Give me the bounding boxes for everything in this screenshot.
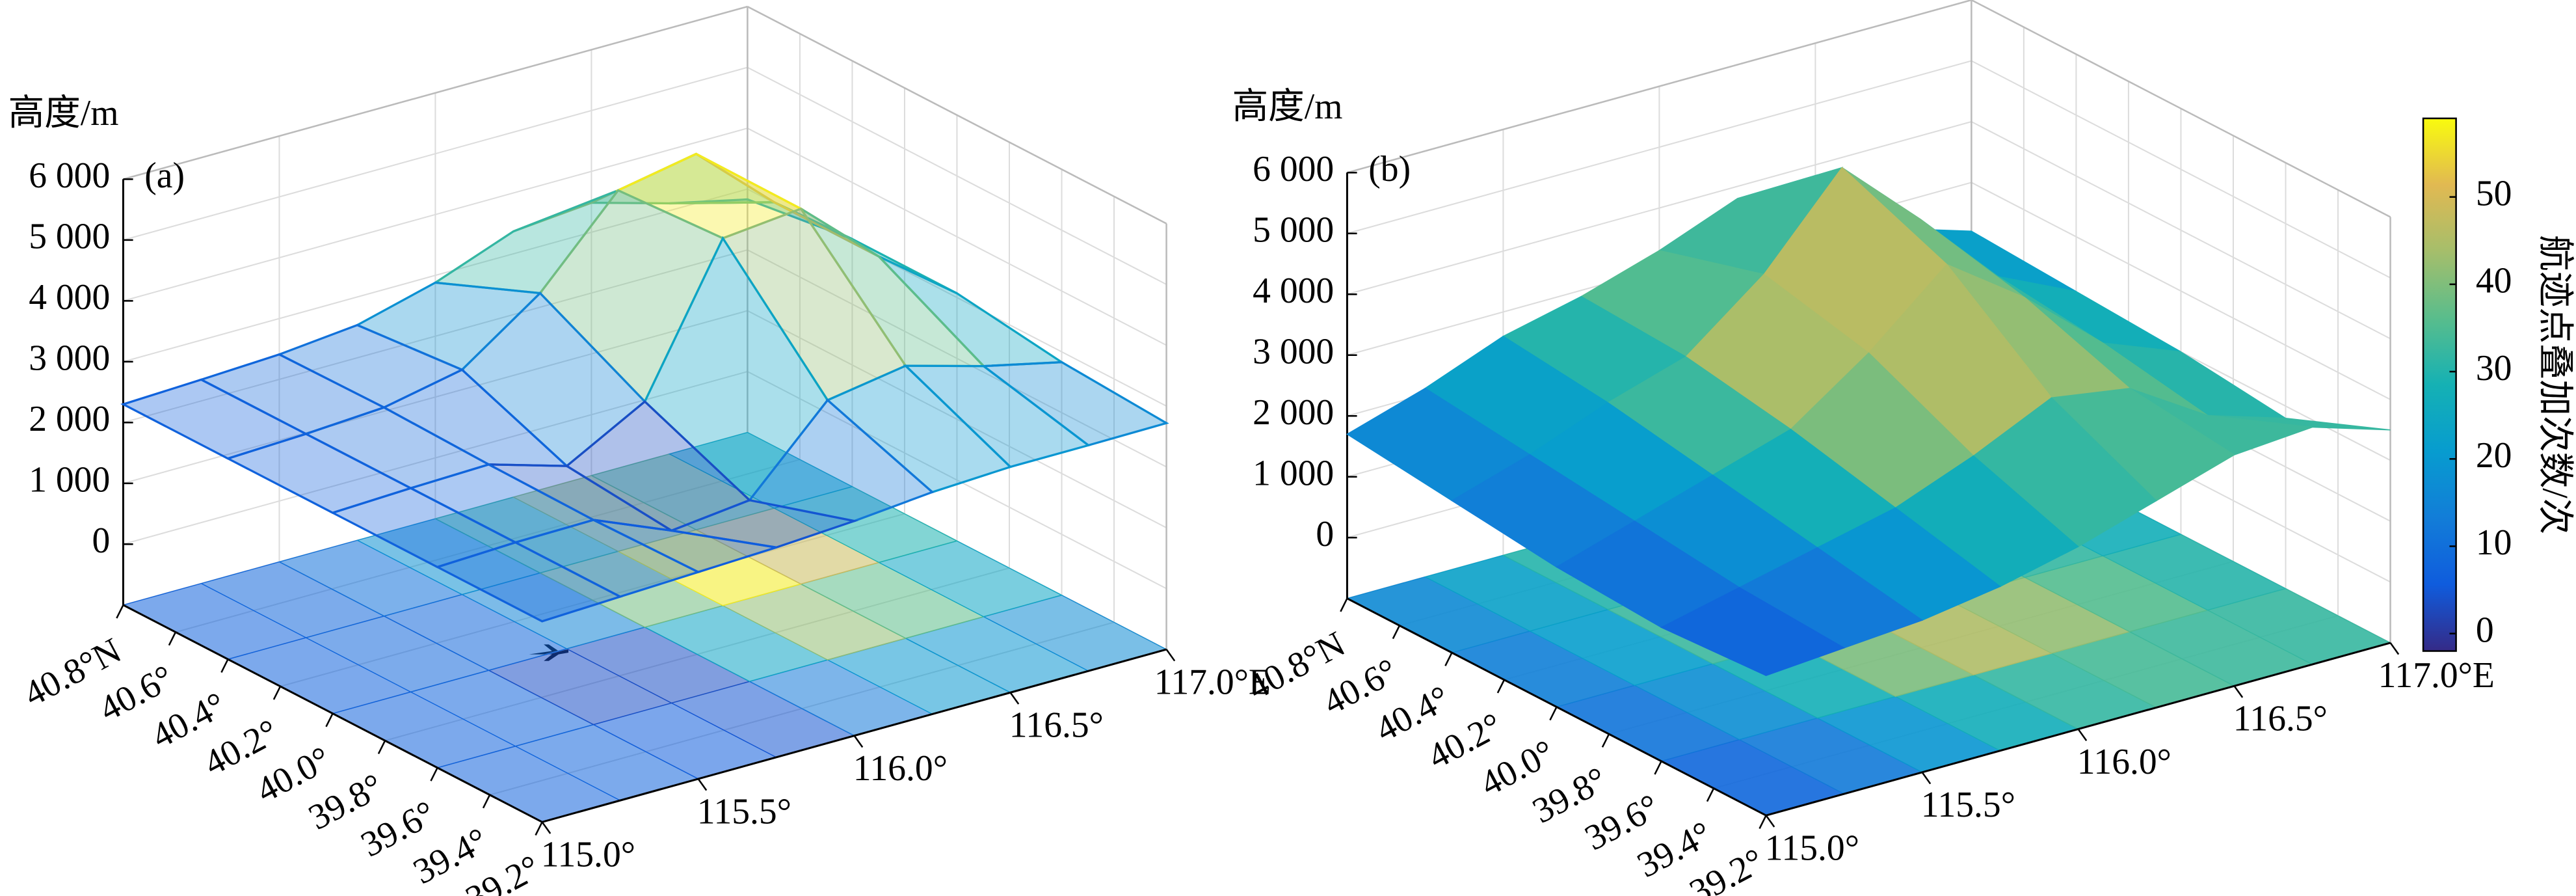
y-tick [1392,625,1401,640]
grid-line [1347,60,1972,234]
colorbar-tick-label: 30 [2476,348,2512,388]
colorbar [2422,117,2457,652]
x-tick [697,778,708,791]
y-tick [1654,761,1662,775]
x-tick [1921,772,1932,785]
grid-line [1971,60,2391,278]
grid-line [1971,121,2391,340]
grid-line [747,371,1167,590]
y-tick [1444,652,1453,666]
x-tick [1009,692,1020,705]
y-tick [535,821,543,836]
grid-line [123,66,748,241]
y-tick [1549,706,1558,721]
y-tick [325,713,334,727]
z-tick-label: 4 000 [1253,271,1334,311]
x-tick-label: 115.5° [1921,785,2015,825]
x-tick-label: 116.0° [2077,742,2171,782]
colorbar-tick-label: 20 [2476,435,2512,476]
y-tick [482,794,491,809]
y-tick [1496,679,1506,694]
z-tick-label: 3 000 [29,338,110,379]
y-tick [116,604,124,619]
z-tick-label: 0 [92,521,110,561]
y-axis-line [1346,597,1767,817]
z-tick-label: 6 000 [1253,149,1334,189]
x-tick [1165,649,1176,662]
z-tick-label: 5 000 [29,217,110,257]
colorbar-tick-label: 10 [2476,523,2512,563]
z-tick-label: 4 000 [29,277,110,318]
z-tick-label: 2 000 [1253,392,1334,433]
grid-line [123,188,748,362]
x-tick [2077,728,2088,741]
x-tick [2233,685,2244,698]
z-axis-label: 高度/m [1232,87,1343,127]
panel-label: (a) [144,156,185,196]
y-tick [1706,787,1715,802]
grid-line [123,310,748,484]
surface-cell [1660,587,1846,676]
colorbar-tick-label: 50 [2476,173,2512,213]
z-tick-label: 3 000 [1253,331,1334,372]
z-axis-label: 高度/m [8,93,119,133]
x-tick-label: 115.5° [697,791,791,832]
colorbar-tick-label: 40 [2476,261,2512,301]
y-tick [220,658,229,673]
box-edge [1971,0,2391,218]
x-tick-label: 117.0°E [1154,662,1271,702]
z-tick-label: 1 000 [29,460,110,500]
y-tick [1601,733,1610,748]
y-tick [272,686,282,700]
grid-line [747,310,1167,528]
box-edge [747,5,1167,224]
x-tick-label: 116.0° [853,748,948,789]
x-tick [541,821,551,834]
y-tick [430,767,438,781]
z-tick-label: 2 000 [29,399,110,439]
x-tick-label: 115.0° [1765,828,1859,869]
x-tick [1765,815,1775,828]
colorbar-label: 航迹点叠加次数/次 [2534,235,2575,534]
z-tick-label: 5 000 [1253,210,1334,251]
x-tick-label: 116.5° [1009,705,1104,746]
grid-line [1971,182,2391,400]
y-tick [168,631,177,646]
y-tick [1340,598,1348,612]
x-tick [853,735,864,748]
x-tick-label: 116.5° [2233,699,2328,739]
z-tick-label: 6 000 [29,156,110,196]
panel-label: (b) [1368,149,1411,189]
box-edge [123,5,748,180]
x-tick-label: 115.0° [541,835,635,875]
box-edge [1347,0,1972,174]
grid-line [747,249,1167,468]
colorbar-tick-label: 0 [2476,610,2494,650]
x-tick [2389,642,2400,655]
grid-line [747,128,1167,346]
z-tick-label: 1 000 [1253,453,1334,493]
y-tick [1759,815,1767,829]
surface-cell [434,541,623,623]
grid-line [123,128,748,302]
z-tick-label: 0 [1316,514,1334,554]
x-tick-label: 117.0°E [2378,655,2495,696]
floor-cell [668,431,854,509]
grid-line [1347,120,1972,295]
grid-line [747,66,1167,286]
y-tick [377,740,386,755]
